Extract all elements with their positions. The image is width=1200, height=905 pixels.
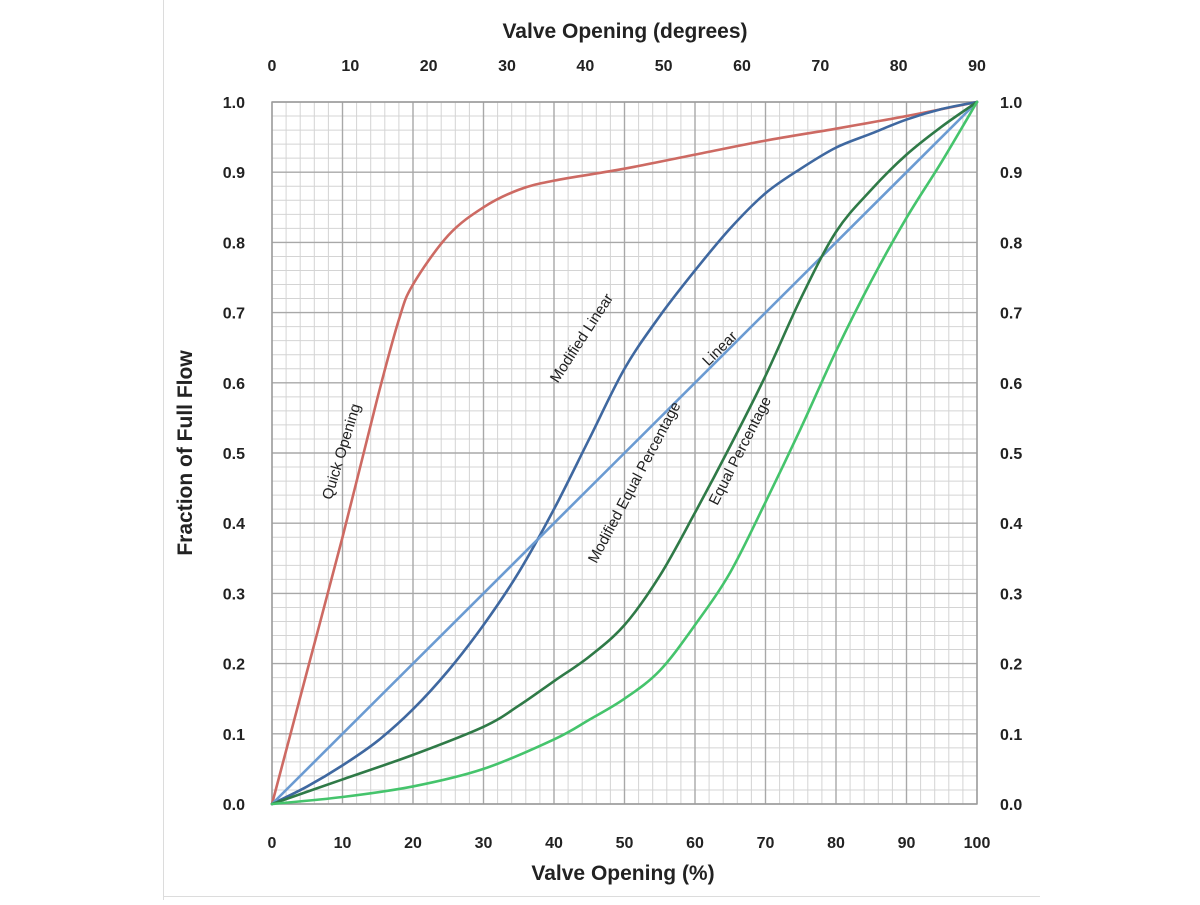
y-tick-label-right: 0.3 [1000,586,1022,603]
y-tick-label-left: 0.1 [223,727,245,744]
y-tick-label-left: 1.0 [223,95,245,112]
y-tick-label-right: 0.6 [1000,376,1022,393]
y-tick-label-right: 0.1 [1000,727,1022,744]
top-tick-label: 20 [420,58,438,75]
top-tick-label: 0 [268,58,277,75]
x-tick-label: 100 [964,835,991,852]
y-tick-label-left: 0.8 [223,235,245,252]
x-tick-label: 0 [268,835,277,852]
y-tick-label-right: 1.0 [1000,95,1022,112]
series-line-modified-linear [270,100,979,806]
y-tick-label-left: 0.7 [223,306,245,323]
frame-bottom-edge [163,896,1040,897]
plot-border [271,101,978,805]
x-tick-label: 90 [898,835,916,852]
y-tick-label-right: 0.0 [1000,797,1022,814]
top-tick-label: 90 [968,58,986,75]
y-tick-label-left: 0.3 [223,586,245,603]
y-tick-label-left: 0.9 [223,165,245,182]
y-axis-title: Fraction of Full Flow [174,350,197,556]
x-axis-title: Valve Opening (%) [531,862,714,885]
top-tick-label: 40 [576,58,594,75]
x-tick-label: 70 [757,835,775,852]
x-tick-label: 60 [686,835,704,852]
x-tick-label: 30 [475,835,493,852]
y-tick-label-right: 0.2 [1000,657,1022,674]
x-tick-label: 20 [404,835,422,852]
top-tick-label: 80 [890,58,908,75]
top-tick-label: 70 [811,58,829,75]
series-line-linear [270,100,979,806]
top-tick-label: 50 [655,58,673,75]
y-tick-label-right: 0.7 [1000,306,1022,323]
frame-left-edge [163,0,164,900]
y-tick-label-left: 0.5 [223,446,245,463]
series-lines [270,100,979,806]
series-line-quick-opening [270,100,979,806]
top-tick-label: 30 [498,58,516,75]
x-tick-label: 50 [616,835,634,852]
y-tick-label-left: 0.2 [223,657,245,674]
series-line-modified-equal-percentage [270,100,979,806]
tick-labels: 0 10 20 30 40 50 60 70 80 90 100 0 10 20 30 40 50 60 70 80 9… [223,58,1023,852]
y-tick-label-right: 0.8 [1000,235,1022,252]
top-axis-title: Valve Opening (degrees) [502,20,747,43]
y-tick-label-left: 0.6 [223,376,245,393]
y-tick-label-left: 0.4 [223,516,245,533]
top-tick-label: 60 [733,58,751,75]
top-tick-label: 10 [341,58,359,75]
series-line-equal-percentage [270,100,979,806]
y-tick-label-right: 0.4 [1000,516,1022,533]
x-tick-label: 40 [545,835,563,852]
y-tick-label-right: 0.5 [1000,446,1022,463]
x-tick-label: 80 [827,835,845,852]
y-tick-label-left: 0.0 [223,797,245,814]
x-tick-label: 10 [334,835,352,852]
y-tick-label-right: 0.9 [1000,165,1022,182]
